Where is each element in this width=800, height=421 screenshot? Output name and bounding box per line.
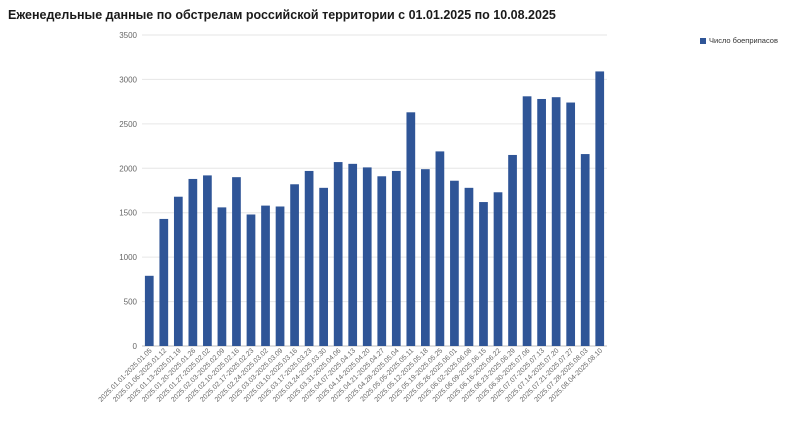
x-axis: 2025.01.01-2025.01.052025.01.06-2025.01.… [98,347,605,403]
y-tick-label: 1000 [119,253,137,262]
y-tick-label: 3000 [119,75,137,84]
bars [144,71,605,346]
bar [450,180,459,346]
bar [493,192,503,346]
y-tick-label: 0 [133,342,138,351]
bar [580,154,590,346]
bar [508,154,517,346]
bar [595,71,605,346]
y-tick-label: 500 [124,298,138,307]
bar [261,205,270,346]
bar [232,177,241,346]
y-tick-label: 1500 [119,209,137,218]
bar [159,218,169,346]
legend: Число боеприпасов [700,36,778,45]
chart-title: Еженедельные данные по обстрелам российс… [8,8,556,22]
bar [479,202,488,346]
bar [333,162,343,346]
y-tick-label: 3500 [119,31,137,40]
legend-swatch [700,37,706,44]
bar [362,167,372,346]
y-axis: 0 500 1000 1500 2000 2500 3000 3500 [119,31,137,351]
bar [522,96,532,346]
bar [464,187,474,346]
bar [188,178,198,346]
bar [304,170,314,346]
bar [435,151,445,346]
bar [421,169,430,346]
bar [246,214,256,346]
bar [203,175,212,346]
bar [406,112,416,346]
bar [566,102,576,346]
bar [377,176,387,346]
bar [319,187,328,346]
bar [275,206,285,346]
bar [537,98,546,346]
y-tick-label: 2000 [119,164,137,173]
bar [144,275,154,346]
y-tick-label: 2500 [119,120,137,129]
bar [217,207,227,346]
bar [173,196,183,346]
bar [551,97,561,346]
legend-label: Число боеприпасов [709,36,778,45]
bar [348,163,358,346]
bar [290,184,299,346]
bar [391,170,401,346]
